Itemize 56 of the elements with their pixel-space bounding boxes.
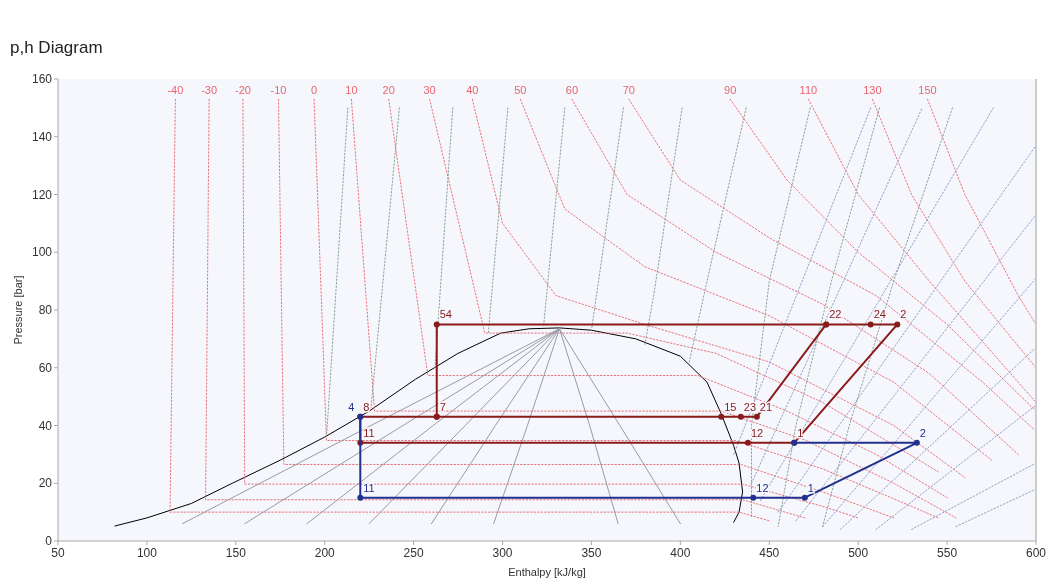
series-label: 0 [311,84,318,97]
series-label: 70 [622,84,635,97]
series-label: 30 [423,84,436,97]
series-label: -30 [201,84,218,97]
series-label: 20 [382,84,395,97]
series-label: 40 [466,84,479,97]
x-tick-label: 150 [225,546,247,560]
annotation: 11 [363,426,375,439]
series-label: -10 [270,84,287,97]
x-tick-label: 350 [581,546,602,560]
y-axis-title: Pressure [bar] [12,275,24,345]
annotation: 12 [756,481,769,494]
y-tick-label: 140 [31,129,53,144]
annotation: 7 [439,400,446,413]
y-tick-label: 20 [38,476,53,491]
x-tick-label: 100 [136,546,158,560]
x-tick-label: 600 [1025,546,1047,560]
annotation: 1 [797,426,804,439]
annotation: 2 [900,308,907,321]
x-tick-label: 250 [403,546,424,560]
y-tick-label: 60 [38,360,53,375]
annotation: 1 [807,481,814,494]
series-label: 50 [514,84,527,97]
series-label: -40 [167,84,184,97]
y-tick-label: 100 [31,245,53,260]
series-label: 90 [724,84,737,97]
annotation: 2 [919,426,926,439]
y-tick-label: 0 [45,534,53,548]
x-tick-label: 400 [670,546,691,560]
x-tick-label: 450 [759,546,780,560]
chart-title: p,h Diagram [10,38,103,57]
series-label: 150 [918,84,937,97]
series-label: 130 [863,84,882,97]
series-label: 60 [565,84,579,97]
series-label: 110 [799,84,818,97]
annotation: 22 [829,308,842,321]
y-tick-label: 120 [31,187,53,202]
annotation: 24 [873,308,886,321]
x-axis-title: Enthalpy [kJ/kg] [508,566,586,578]
series-label: -20 [234,84,251,97]
x-tick-label: 550 [937,546,958,560]
annotation: 15 [724,400,737,413]
series-label: 10 [345,84,358,97]
x-tick-label: 200 [314,546,336,560]
y-tick-label: 80 [38,303,53,317]
x-tick-label: 300 [492,546,513,560]
annotation: 12 [750,426,764,439]
annotation: 23 [743,400,757,413]
x-tick-label: 500 [848,546,869,560]
y-tick-label: 160 [31,72,53,86]
y-tick-label: 40 [38,418,53,433]
annotation: 11 [363,481,375,494]
annotation: 8 [363,400,370,413]
annotation: 54 [439,308,452,321]
x-tick-label: 50 [51,546,65,560]
annotation: 4 [348,400,355,413]
